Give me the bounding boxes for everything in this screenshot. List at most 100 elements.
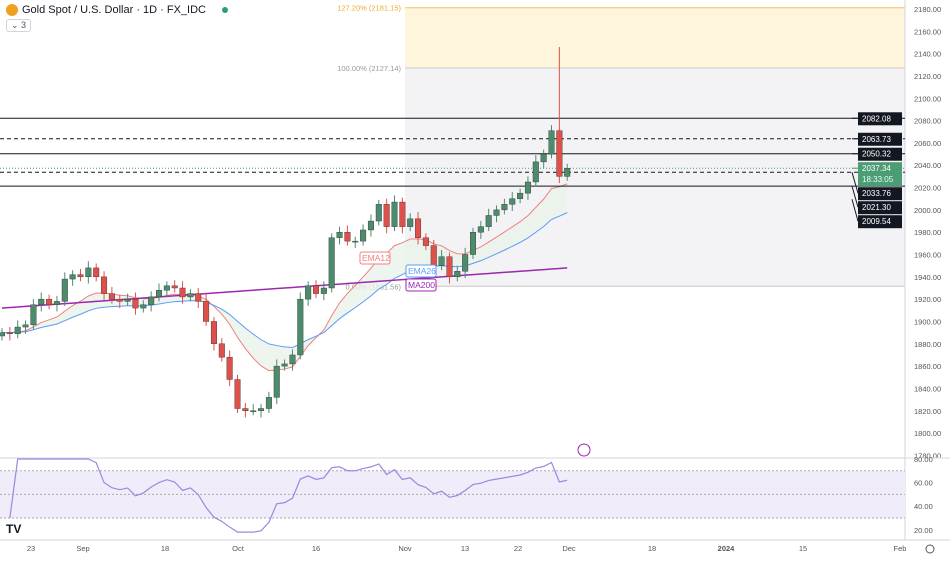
candle-body xyxy=(30,304,37,326)
price-tick-label: 1880.00 xyxy=(914,340,941,349)
candle-body xyxy=(179,287,186,298)
price-tick-label: 1860.00 xyxy=(914,362,941,371)
candle-body xyxy=(422,237,429,246)
fib-level-label: 127.20% (2181.15) xyxy=(337,4,401,13)
candle-body xyxy=(281,363,288,367)
candle-body xyxy=(155,290,162,298)
price-tick-label: 1840.00 xyxy=(914,384,941,393)
price-tick-label: 2120.00 xyxy=(914,72,941,81)
price-tick-label: 1960.00 xyxy=(914,251,941,260)
candle-body xyxy=(556,130,563,177)
level-price-tag: 2050.32 xyxy=(862,150,891,159)
candle-body xyxy=(367,220,374,231)
price-tag: 2009.54 xyxy=(862,217,891,226)
candle-body xyxy=(14,326,21,334)
candle-body xyxy=(328,237,335,289)
candle-body xyxy=(485,215,492,227)
indicator-label: MA200 xyxy=(408,280,435,290)
candle-body xyxy=(352,240,359,243)
price-tick-label: 1800.00 xyxy=(914,429,941,438)
candle-body xyxy=(242,408,249,411)
price-tag-connector xyxy=(851,199,859,222)
candle-body xyxy=(163,285,170,291)
ma200-line xyxy=(1,267,568,309)
price-tick-label: 2180.00 xyxy=(914,5,941,14)
candle-body xyxy=(203,301,210,322)
candle-body xyxy=(391,201,398,227)
indicator-label-box xyxy=(405,278,437,292)
candle-body xyxy=(320,287,327,294)
indicator-label-box xyxy=(405,264,437,278)
price-tick-label: 1940.00 xyxy=(914,273,941,282)
candle-body xyxy=(344,231,351,242)
candle-body xyxy=(399,201,406,227)
level-price-tag: 2021.30 xyxy=(862,203,891,212)
price-tick-label: 1780.00 xyxy=(914,451,941,460)
candle-body xyxy=(171,285,178,289)
candle-body xyxy=(438,256,445,266)
candle-body xyxy=(53,301,60,305)
candle-body xyxy=(548,130,555,155)
price-tick-label: 2000.00 xyxy=(914,206,941,215)
candle-body xyxy=(69,274,76,280)
price-tick-label: 1820.00 xyxy=(914,407,941,416)
candle-body xyxy=(501,204,508,211)
rsi-tick-label: 40.00 xyxy=(914,502,933,511)
time-tick-label: 2024 xyxy=(718,544,736,553)
candle-body xyxy=(305,285,312,300)
candle-body xyxy=(6,332,13,334)
candle-body xyxy=(360,229,367,242)
market-status-icon xyxy=(222,7,228,13)
symbol-header[interactable]: Gold Spot / U.S. Dollar · 1D · FX_IDC xyxy=(6,4,228,16)
price-tick-label: 2040.00 xyxy=(914,161,941,170)
candle-body xyxy=(38,298,45,305)
candle-body xyxy=(297,298,304,356)
candle-body xyxy=(430,245,437,266)
candle-body xyxy=(116,298,123,302)
time-tick-label: 18 xyxy=(648,544,656,553)
candle-body xyxy=(564,168,571,177)
level-price-tag: 2082.08 xyxy=(862,114,891,123)
time-tick-label: Dec xyxy=(562,544,576,553)
rsi-line xyxy=(9,458,568,533)
price-tick-label: 1920.00 xyxy=(914,295,941,304)
candle-body xyxy=(540,153,547,163)
settings-gear-icon[interactable] xyxy=(925,544,935,554)
candle-body xyxy=(0,332,6,337)
price-tick-label: 2020.00 xyxy=(914,184,941,193)
candle-body xyxy=(273,365,280,398)
level-price-tag-connector xyxy=(851,172,859,194)
candle-body xyxy=(383,204,390,227)
candle-body xyxy=(517,192,524,199)
level-price-tag: 2063.73 xyxy=(862,135,891,144)
candle-body xyxy=(258,408,265,411)
level-price-tag: 2033.76 xyxy=(862,189,891,198)
candle-body xyxy=(470,231,477,255)
candle-body xyxy=(375,204,382,222)
last-price-label-bg xyxy=(858,162,902,187)
price-tag-bg xyxy=(858,215,902,229)
price-tick-label: 1980.00 xyxy=(914,228,941,237)
candle-body xyxy=(132,298,139,309)
price-tick-label: 2100.00 xyxy=(914,94,941,103)
lightning-event-icon[interactable] xyxy=(577,443,591,457)
price-tick-label: 2080.00 xyxy=(914,117,941,126)
candle-body xyxy=(187,293,194,298)
symbol-title[interactable]: Gold Spot / U.S. Dollar · 1D · FX_IDC xyxy=(22,4,206,16)
collapse-indicators-button[interactable]: ⌄ 3 xyxy=(6,19,32,32)
level-price-tag-bg xyxy=(858,112,902,126)
time-tick-label: 23 xyxy=(27,544,35,553)
candle-body xyxy=(46,298,53,305)
time-tick-label: 22 xyxy=(514,544,522,553)
candle-body xyxy=(250,410,257,412)
candle-body xyxy=(407,218,414,227)
candle-body xyxy=(210,321,217,345)
candle-body xyxy=(77,274,84,278)
candle-body xyxy=(93,267,100,278)
candle-body xyxy=(108,293,115,300)
candle-body xyxy=(265,397,272,409)
candle-body xyxy=(61,278,68,302)
fib-zone-upper xyxy=(405,7,905,68)
price-tick-label: 2160.00 xyxy=(914,27,941,36)
